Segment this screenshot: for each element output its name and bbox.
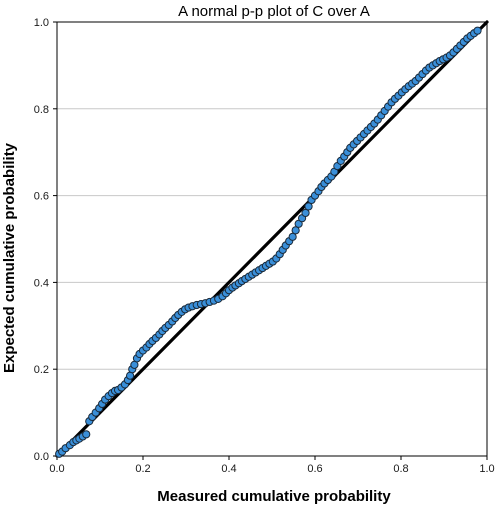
data-point [291, 226, 300, 235]
gridlines [57, 108, 487, 370]
y-tick-label: 0.6 [34, 191, 49, 203]
data-point [304, 202, 313, 211]
x-tick-label: 0.8 [393, 463, 408, 475]
x-tick-label: 0.4 [221, 463, 236, 475]
y-axis-label: Expected cumulative probability [1, 142, 18, 373]
data-point [82, 430, 91, 439]
x-axis-ticks: 0.0 0.2 0.4 0.6 0.8 1.0 [49, 456, 495, 475]
x-tick-label: 0.2 [135, 463, 150, 475]
y-axis-ticks: 0.0 0.2 0.4 0.6 0.8 1.0 [34, 17, 57, 463]
data-points [55, 26, 482, 458]
x-tick-label: 0.0 [49, 463, 64, 475]
y-tick-label: 0.2 [34, 364, 49, 376]
x-tick-label: 0.6 [307, 463, 322, 475]
x-axis-label: Measured cumulative probability [157, 488, 391, 505]
data-point [288, 232, 297, 241]
y-tick-label: 1.0 [34, 17, 49, 29]
chart-title: A normal p-p plot of C over A [178, 3, 370, 20]
y-tick-label: 0.0 [34, 451, 49, 463]
x-tick-label: 1.0 [479, 463, 494, 475]
plot-frame [56, 21, 488, 457]
data-point [473, 26, 482, 35]
y-tick-label: 0.8 [34, 104, 49, 116]
y-tick-label: 0.4 [34, 277, 49, 289]
data-point [301, 208, 310, 218]
